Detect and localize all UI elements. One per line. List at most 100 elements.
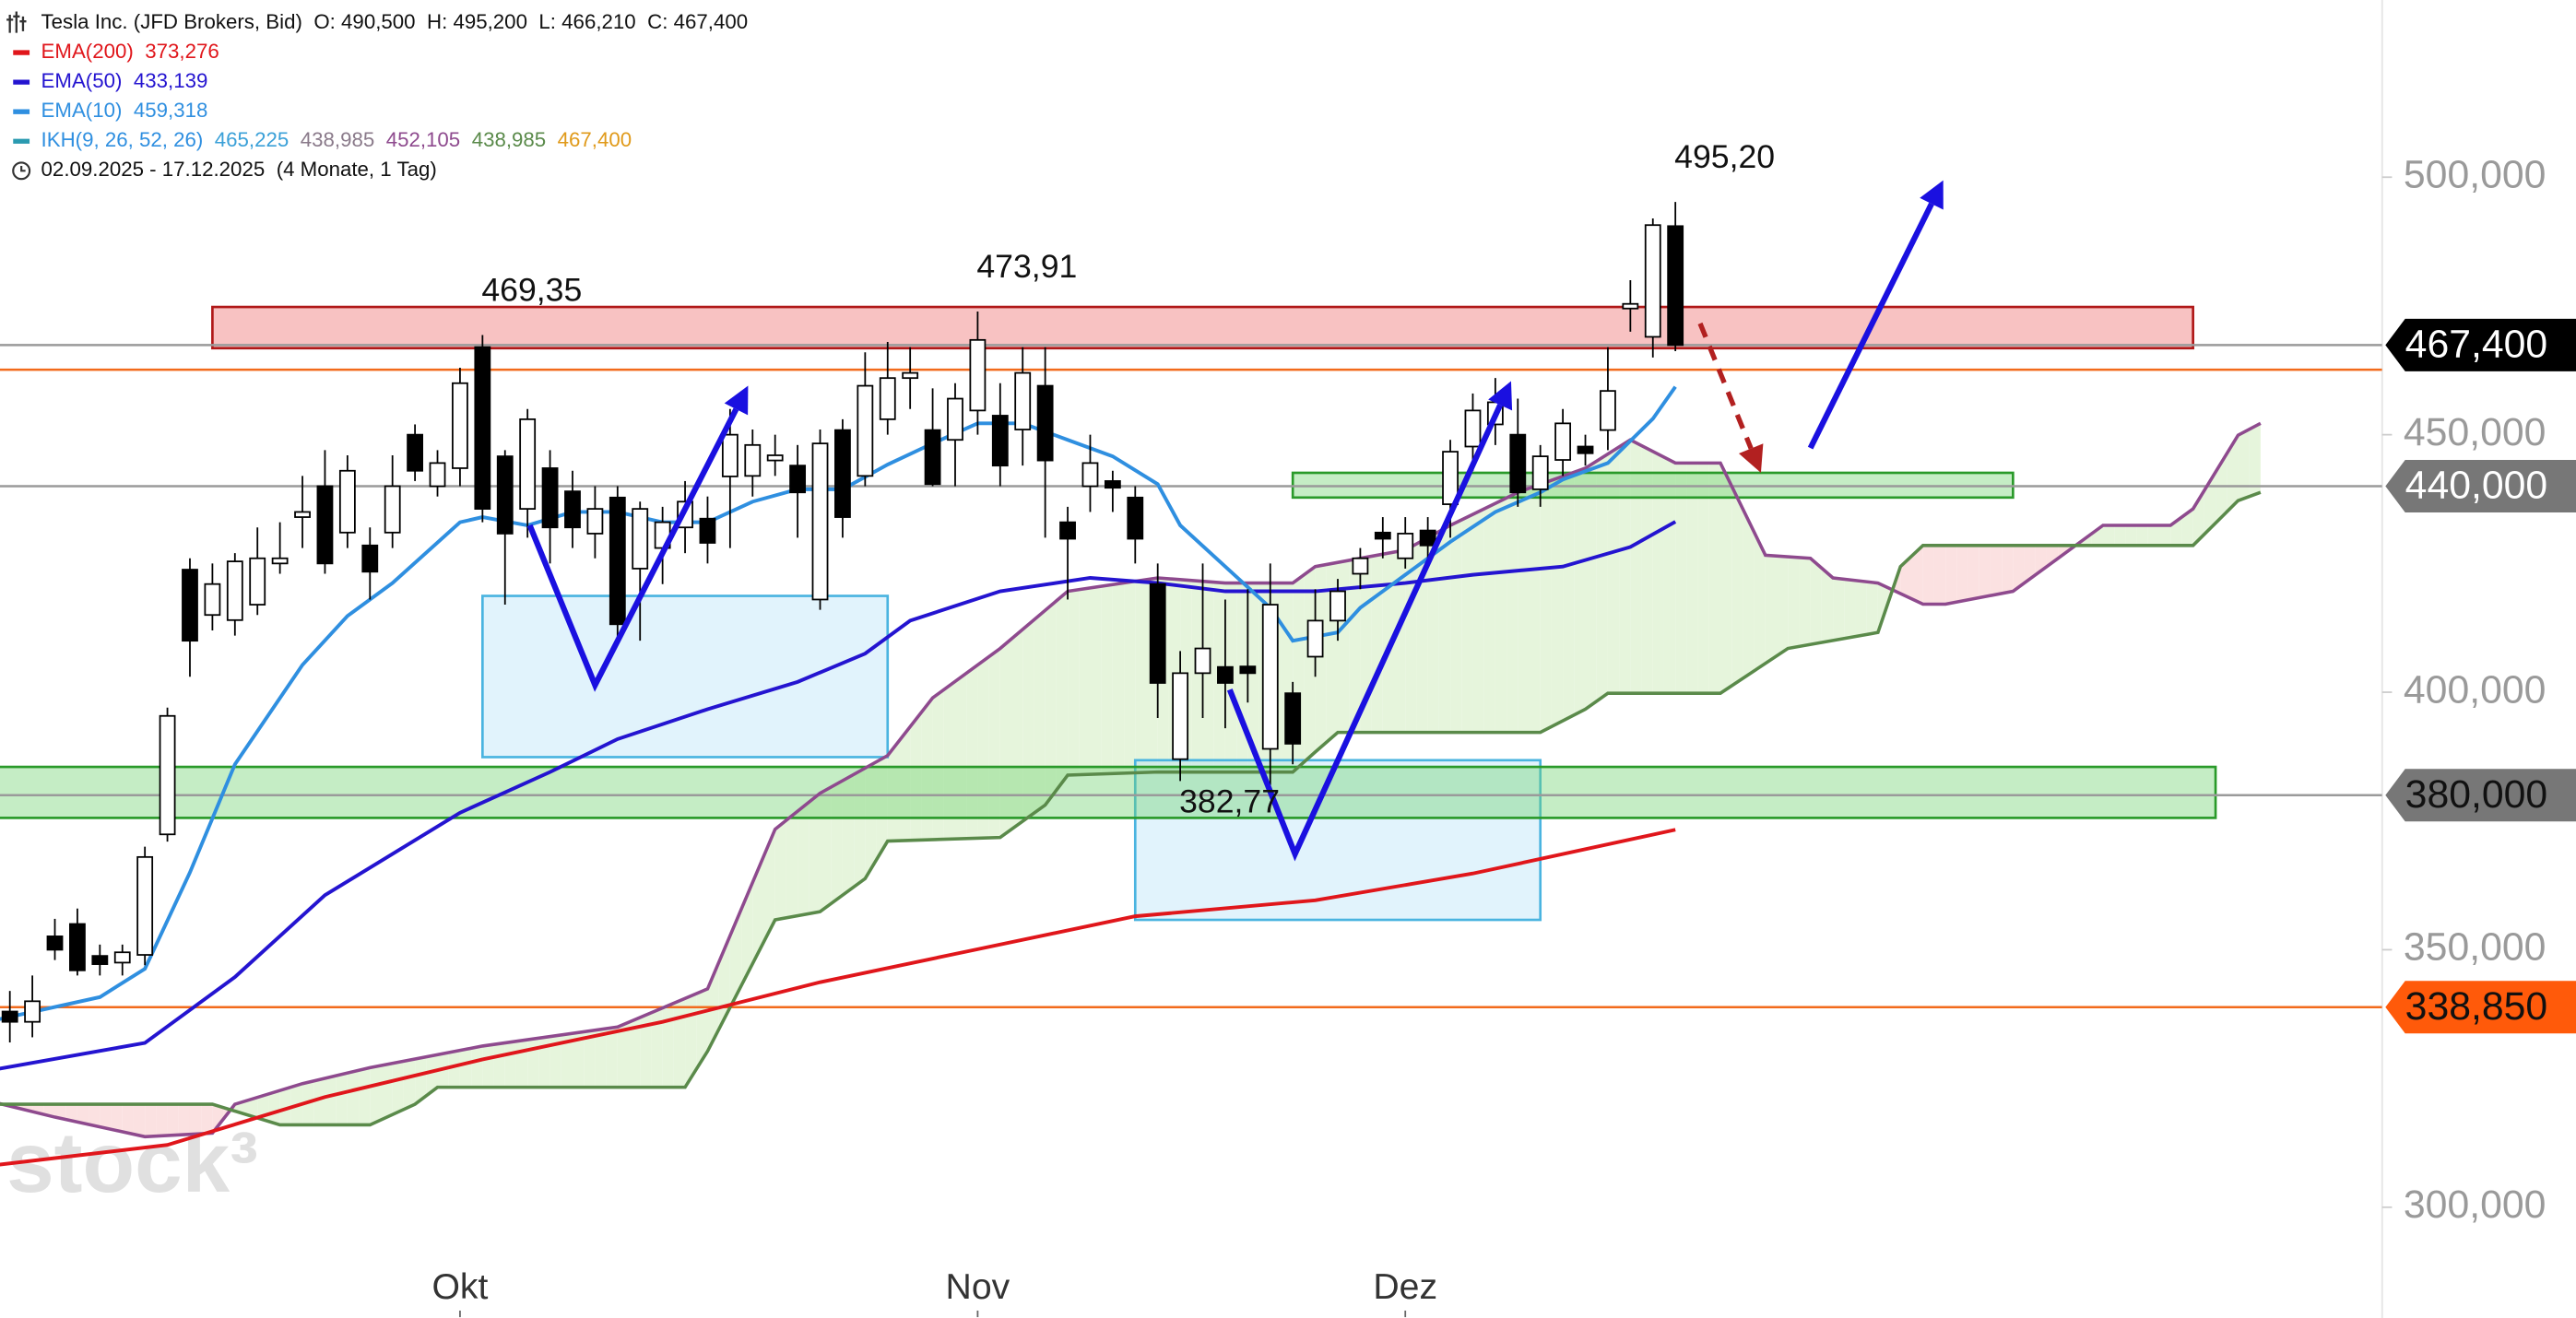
candle-body xyxy=(1194,647,1211,675)
arrow-head xyxy=(1488,381,1513,411)
level-label: 380,000 xyxy=(2405,772,2548,817)
cloud-fill xyxy=(1540,480,1552,733)
cloud-fill xyxy=(1911,545,1923,605)
cloud-fill xyxy=(831,780,843,904)
cloud-fill xyxy=(696,988,708,1070)
x-tick-label: Okt xyxy=(431,1267,488,1307)
cloud-fill xyxy=(988,648,1000,839)
candle-body xyxy=(159,714,176,836)
cloud-fill xyxy=(673,998,686,1088)
candle-body xyxy=(204,583,221,617)
candle-body xyxy=(271,557,289,565)
x-tick-label: Nov xyxy=(946,1267,1010,1307)
cloud-fill xyxy=(359,1067,371,1125)
cloud-fill xyxy=(1551,476,1564,727)
cloud-fill xyxy=(89,1104,100,1127)
cloud-fill xyxy=(1394,549,1406,733)
cloud-fill xyxy=(133,1104,146,1137)
candle-body xyxy=(1,1010,18,1023)
cloud-fill xyxy=(1045,600,1057,806)
cloud-fill xyxy=(1743,509,1755,678)
candle-body xyxy=(474,346,491,511)
cloud-fill xyxy=(1135,579,1147,773)
x-tick-label: Dez xyxy=(1373,1267,1437,1307)
candle-body xyxy=(226,560,243,621)
legend-text: O: 490,500 xyxy=(313,10,415,33)
arrow-head xyxy=(724,385,749,416)
cloud-fill xyxy=(1472,509,1484,733)
cloud-fill xyxy=(201,1104,213,1135)
cloud-fill xyxy=(1719,463,1732,694)
cloud-fill xyxy=(178,1104,190,1136)
cloud-fill xyxy=(1450,520,1462,733)
cloud-fill xyxy=(910,712,922,841)
cloud-fill xyxy=(2159,524,2171,546)
cloud-fill xyxy=(1315,564,1327,752)
candle-body xyxy=(947,397,963,441)
cloud-fill xyxy=(2181,509,2193,546)
cloud-fill xyxy=(2192,490,2204,546)
cloud-fill xyxy=(504,1041,516,1088)
cloud-fill xyxy=(459,1048,472,1088)
cloud-fill xyxy=(1810,558,1822,645)
cloud-fill xyxy=(370,1065,382,1125)
cloud-fill xyxy=(954,673,967,840)
cloud-fill xyxy=(876,755,888,860)
cloud-fill xyxy=(752,855,764,964)
cloud-fill xyxy=(629,1017,641,1088)
arrow xyxy=(1226,404,1503,862)
candle-body xyxy=(519,418,537,511)
legend-text: H: 495,200 xyxy=(427,10,527,33)
candle-body xyxy=(721,433,739,477)
cloud-fill xyxy=(1777,556,1789,656)
cloud-fill xyxy=(1585,461,1597,710)
candle-body xyxy=(1284,692,1302,745)
candle-body xyxy=(316,485,334,565)
candle-body xyxy=(879,377,896,420)
cloud-fill xyxy=(246,1097,258,1118)
legend-text: 452,105 xyxy=(386,128,461,151)
candle-body xyxy=(182,569,198,642)
cloud-fill xyxy=(493,1042,505,1088)
candle-body xyxy=(1600,390,1616,431)
cloud-fill xyxy=(313,1077,325,1125)
cloud-fill xyxy=(1461,514,1473,733)
cloud-fill xyxy=(156,1104,168,1136)
cloud-fill xyxy=(325,1076,337,1125)
cloud-fill xyxy=(2249,423,2261,497)
cloud-fill xyxy=(1090,586,1102,775)
cloud-fill xyxy=(932,689,944,840)
cloud-fill xyxy=(381,1063,393,1120)
cloud-fill xyxy=(1833,577,1845,641)
cloud-fill xyxy=(1495,498,1507,733)
candle-body xyxy=(1644,224,1661,338)
cloud-fill xyxy=(1922,545,1934,605)
span-b-line xyxy=(0,490,2262,1127)
cloud-fill xyxy=(2091,524,2103,546)
candle-body xyxy=(1352,557,1369,575)
candle-body xyxy=(1172,672,1189,760)
cloud-fill xyxy=(999,639,1012,838)
arrow-head xyxy=(1920,180,1944,210)
cloud-fill xyxy=(1754,532,1766,671)
cloud-fill xyxy=(1765,555,1778,664)
arrow xyxy=(526,407,739,692)
candle-body xyxy=(744,443,762,477)
candle-body xyxy=(1397,533,1414,559)
legend-text: 02.09.2025 - 17.12.2025 xyxy=(41,158,266,181)
cloud-fill xyxy=(471,1045,483,1088)
cloud-fill xyxy=(527,1038,539,1088)
cloud-fill xyxy=(392,1061,404,1115)
level-label: 467,400 xyxy=(2405,322,2548,366)
legend-text: 467,400 xyxy=(558,128,632,151)
candle-body xyxy=(1127,496,1144,540)
cloud-fill xyxy=(763,829,775,942)
candle-body xyxy=(136,855,154,956)
cloud-fill xyxy=(1866,582,1878,635)
legend-text: (4 Monate, 1 Tag) xyxy=(277,158,437,181)
cloud-fill xyxy=(943,681,955,840)
cloud-fill xyxy=(2024,545,2036,583)
candle-body xyxy=(496,455,514,535)
candle-body xyxy=(338,469,356,534)
